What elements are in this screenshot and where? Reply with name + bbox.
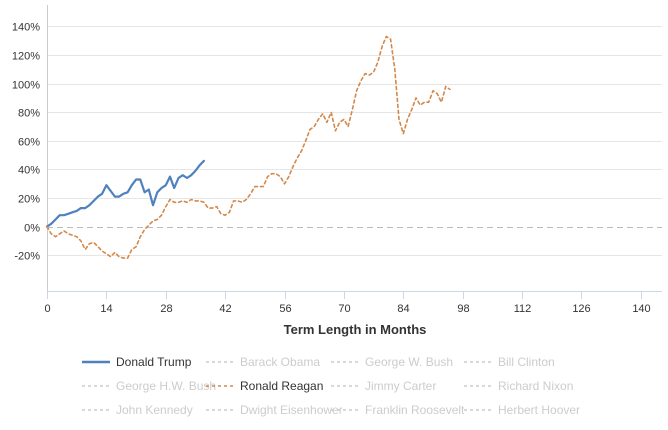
legend-item-barack-obama[interactable]: Barack Obama — [206, 355, 320, 369]
y-tick-label: 40% — [18, 165, 40, 177]
legend-item-jimmy-carter[interactable]: Jimmy Carter — [331, 379, 436, 393]
y-tick-label: 0% — [24, 223, 40, 235]
legend-item-john-kennedy[interactable]: John Kennedy — [82, 403, 193, 417]
x-tick-label: 42 — [219, 303, 231, 315]
legend-label: Barack Obama — [240, 355, 320, 369]
x-tick-label: 98 — [457, 303, 469, 315]
legend-item-ronald-reagan[interactable]: Ronald Reagan — [206, 379, 323, 393]
x-tick-label: 126 — [572, 303, 590, 315]
x-tick-label: 140 — [632, 303, 650, 315]
y-tick-label: 120% — [12, 51, 40, 63]
x-axis: 0 14 28 42 56 70 84 98 112 126 140 — [44, 291, 662, 315]
legend-label: Jimmy Carter — [365, 379, 436, 393]
legend-item-george-h-w-bush[interactable]: George H.W. Bush — [82, 379, 216, 393]
x-tick-label: 84 — [397, 303, 409, 315]
x-tick-label: 0 — [44, 303, 50, 315]
y-tick-label: 140% — [12, 22, 40, 34]
ronald-reagan-series-line — [46, 35, 451, 259]
x-tick-label: 56 — [279, 303, 291, 315]
legend-item-franklin-roosevelt[interactable]: Franklin Roosevelt — [331, 403, 465, 417]
legend-label: George W. Bush — [365, 355, 453, 369]
y-tick-label: -20% — [14, 251, 40, 263]
y-tick-label: 60% — [18, 137, 40, 149]
legend-label: John Kennedy — [116, 403, 193, 417]
legend-item-dwight-eisenhower[interactable]: Dwight Eisenhower — [206, 403, 343, 417]
x-tick-label: 70 — [338, 303, 350, 315]
legend-label: Richard Nixon — [498, 379, 573, 393]
legend-label: George H.W. Bush — [116, 379, 216, 393]
y-tick-label: 20% — [18, 194, 40, 206]
x-tick-label: 28 — [160, 303, 172, 315]
legend-label: Ronald Reagan — [240, 379, 323, 393]
legend-item-herbert-hoover[interactable]: Herbert Hoover — [464, 403, 580, 417]
x-tick-label: 14 — [100, 303, 112, 315]
legend-item-donald-trump[interactable]: Donald Trump — [82, 355, 192, 369]
legend-item-bill-clinton[interactable]: Bill Clinton — [464, 355, 555, 369]
y-axis: -20% 0% 20% 40% 60% 80% 100% 120% 140% — [12, 5, 48, 291]
legend-label: Donald Trump — [116, 355, 192, 369]
legend-label: Dwight Eisenhower — [240, 403, 343, 417]
x-tick-label: 112 — [514, 303, 532, 315]
legend-label: Franklin Roosevelt — [365, 403, 465, 417]
legend-label: Herbert Hoover — [498, 403, 580, 417]
legend-item-richard-nixon[interactable]: Richard Nixon — [464, 379, 573, 393]
x-axis-title: Term Length in Months — [284, 322, 427, 337]
donald-trump-series-line — [45, 159, 205, 228]
legend-item-george-w-bush[interactable]: George W. Bush — [331, 355, 453, 369]
series-plot-area — [45, 35, 451, 259]
y-tick-label: 80% — [18, 108, 40, 120]
legend: Donald Trump Barack Obama George W. Bush Bi… — [82, 355, 580, 417]
gridlines — [47, 26, 662, 256]
y-tick-label: 100% — [12, 80, 40, 92]
legend-label: Bill Clinton — [498, 355, 555, 369]
